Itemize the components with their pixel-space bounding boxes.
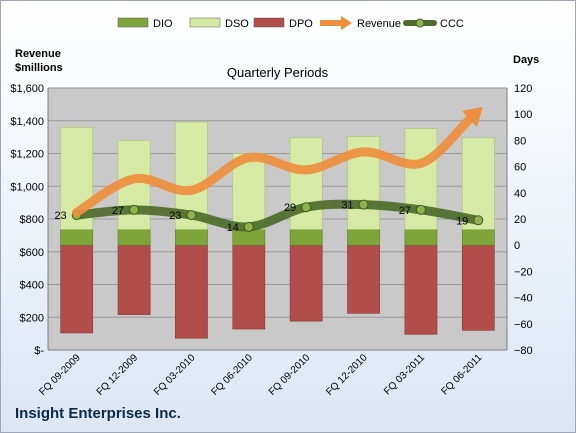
x-tick-label: FQ 06-2010 [209,352,255,398]
dso-bar [289,137,323,230]
right-tick-label: 60 [514,162,526,174]
revenue-line [72,114,474,217]
x-tick-label: FQ 06-2011 [439,352,484,397]
legend-revenue-arrowhead [341,16,352,30]
left-axis-title-line2: $millions [15,62,63,74]
right-tick-label: 20 [514,214,526,226]
ccc-data-label: 27 [112,205,124,217]
ccc-point [186,210,197,221]
dio-bar [117,229,151,246]
left-tick-label: $1,400 [10,116,44,128]
legend-label-dpo: DPO [289,18,313,30]
ccc-point [129,204,140,215]
legend-label-dio: DIO [153,18,173,30]
left-tick-label: $200 [20,312,44,324]
ccc-point [358,199,369,210]
legend-swatch-dio [117,17,149,28]
right-tick-label: −40 [514,293,533,305]
right-tick-label: 120 [514,83,532,95]
dio-bar [461,229,495,246]
dio-bar [175,229,208,246]
ccc-point [415,204,426,215]
dpo-bar [232,244,266,330]
dio-bar [60,229,94,246]
dio-bar [347,229,380,246]
dpo-bar [347,244,380,314]
x-tick-label: FQ 12-2009 [95,352,141,398]
dpo-bar [461,244,495,331]
right-tick-label: −80 [514,345,533,357]
chart-title: Quarterly Periods [227,65,329,80]
company-name: Insight Enterprises Inc. [15,405,181,422]
ccc-point [473,215,484,226]
legend-label-revenue: Revenue [357,18,401,30]
dpo-bar [60,244,94,334]
ccc-data-label: 14 [227,222,239,234]
left-tick-label: $400 [20,280,44,292]
right-tick-label: 0 [514,240,520,252]
x-tick-label: FQ 03-2011 [382,352,427,397]
right-tick-label: 100 [514,109,532,121]
right-tick-label: −60 [514,319,533,331]
dio-bar [289,229,323,246]
legend-label-dso: DSO [225,18,249,30]
left-axis-title-line1: Revenue [15,48,61,60]
left-tick-label: $1,000 [10,181,44,193]
ccc-data-label: 29 [284,202,296,214]
ccc-point [243,221,254,232]
right-tick-label: 80 [514,135,526,147]
right-axis-title: Days [513,54,539,66]
dpo-bar [404,244,438,335]
ccc-data-label: 23 [169,210,181,222]
x-tick-label: FQ 09-2009 [37,352,83,398]
left-tick-label: $- [34,345,44,357]
left-tick-label: $600 [20,247,44,259]
ccc-data-label: 19 [456,215,468,227]
ccc-data-label: 23 [54,210,66,222]
left-tick-label: $800 [20,214,44,226]
legend-swatch-dpo [253,17,285,28]
ccc-point [301,202,312,213]
legend-label-ccc: CCC [440,18,464,30]
x-tick-label: FQ 09-2010 [267,352,313,398]
legend-ccc-marker [415,18,425,28]
x-tick-label: FQ 03-2010 [152,352,198,398]
legend-swatch-dso [189,17,221,28]
dpo-bar [289,244,323,322]
ccc-data-label: 27 [399,205,411,217]
revenue-arrowhead [462,106,483,128]
dpo-bar [117,244,151,315]
x-tick-label: FQ 12-2010 [324,352,370,398]
dpo-bar [175,244,208,339]
left-tick-label: $1,600 [10,83,44,95]
right-tick-label: −20 [514,266,533,278]
right-tick-label: 40 [514,188,526,200]
left-tick-label: $1,200 [10,149,44,161]
dio-bar [404,229,438,246]
ccc-data-label: 31 [341,200,353,212]
